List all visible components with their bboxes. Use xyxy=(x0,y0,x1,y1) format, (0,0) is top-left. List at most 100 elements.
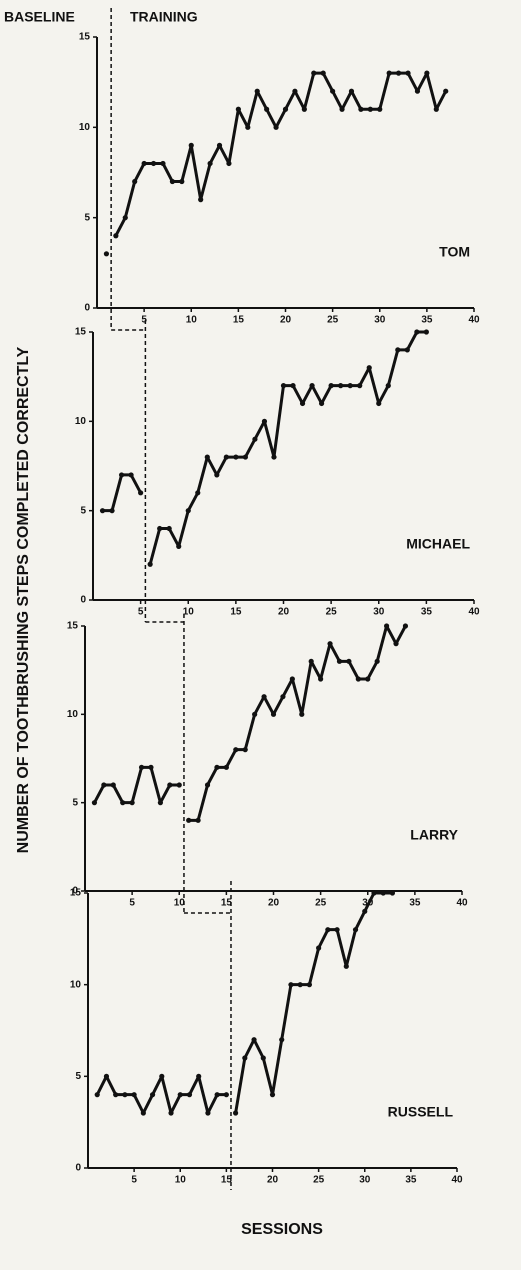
x-tick-label: 15 xyxy=(230,607,242,618)
data-point xyxy=(279,1037,285,1043)
data-point xyxy=(233,747,239,753)
x-tick-label: 5 xyxy=(131,1175,137,1186)
x-tick-label: 40 xyxy=(468,607,480,618)
data-point xyxy=(273,124,279,130)
subject-name: TOM xyxy=(439,244,470,260)
data-point xyxy=(122,1092,128,1098)
data-point xyxy=(371,890,377,896)
data-point xyxy=(280,383,287,389)
data-point xyxy=(103,1073,110,1079)
data-point xyxy=(319,400,325,407)
data-point xyxy=(393,641,399,647)
data-point xyxy=(233,1110,239,1116)
data-point xyxy=(223,1092,229,1098)
data-point xyxy=(352,927,359,933)
data-point xyxy=(204,454,210,460)
data-point xyxy=(346,658,352,664)
data-point xyxy=(325,927,331,933)
data-point xyxy=(280,694,286,700)
data-point xyxy=(289,676,295,682)
data-point xyxy=(169,178,175,185)
y-tick-label: 10 xyxy=(75,416,87,427)
data-point xyxy=(195,490,201,496)
data-point xyxy=(122,215,128,221)
x-tick-label: 40 xyxy=(451,1175,463,1186)
data-point xyxy=(91,800,98,806)
data-point xyxy=(261,694,267,700)
data-point xyxy=(271,454,277,460)
data-point xyxy=(339,106,345,112)
data-point xyxy=(254,88,260,94)
data-point xyxy=(214,472,220,478)
data-point xyxy=(205,1110,211,1116)
data-point xyxy=(179,178,185,185)
y-tick-label: 15 xyxy=(79,32,91,43)
y-tick-label: 5 xyxy=(75,1071,81,1082)
data-point xyxy=(101,782,107,788)
data-point xyxy=(396,70,402,76)
data-line xyxy=(114,71,448,237)
data-point xyxy=(149,1092,156,1098)
y-tick-label: 10 xyxy=(67,709,79,720)
data-point xyxy=(150,160,157,167)
data-point xyxy=(404,347,410,353)
data-point xyxy=(306,982,312,988)
y-tick-label: 10 xyxy=(70,979,82,990)
data-point xyxy=(140,1110,146,1116)
data-point xyxy=(299,400,306,407)
data-point xyxy=(167,782,173,788)
data-point xyxy=(297,982,303,988)
data-point xyxy=(242,1055,248,1061)
data-point xyxy=(159,1073,165,1079)
data-point xyxy=(443,88,449,94)
data-point xyxy=(365,676,371,682)
x-tick-label: 25 xyxy=(313,1175,325,1186)
data-point xyxy=(166,525,172,532)
data-point xyxy=(128,472,134,478)
subject-name: RUSSELL xyxy=(388,1104,454,1120)
data-point xyxy=(336,658,343,664)
data-point xyxy=(320,70,326,76)
data-point xyxy=(120,800,126,806)
data-point xyxy=(110,782,116,788)
data-point xyxy=(414,88,421,94)
data-point xyxy=(414,329,420,335)
data-point xyxy=(405,70,411,76)
phase-label: BASELINE xyxy=(4,9,75,25)
data-point xyxy=(318,676,324,682)
data-point xyxy=(129,800,135,806)
data-point xyxy=(252,711,258,717)
data-point xyxy=(402,623,409,629)
data-point xyxy=(282,106,289,112)
data-point xyxy=(204,782,211,788)
x-tick-label: 10 xyxy=(175,1175,187,1186)
data-point xyxy=(138,764,145,770)
y-tick-label: 0 xyxy=(72,886,78,897)
data-point xyxy=(299,711,305,717)
data-point xyxy=(157,525,163,532)
data-line xyxy=(188,624,407,822)
y-tick-label: 0 xyxy=(75,1163,81,1174)
y-tick-label: 0 xyxy=(84,303,90,314)
data-point xyxy=(185,508,191,514)
data-point xyxy=(214,764,220,770)
data-point xyxy=(264,106,270,112)
data-point xyxy=(309,383,315,389)
data-point xyxy=(355,676,361,682)
x-tick-label: 25 xyxy=(315,898,327,909)
y-tick-label: 5 xyxy=(84,212,90,223)
x-tick-label: 40 xyxy=(468,315,480,326)
data-point xyxy=(160,160,166,167)
data-point xyxy=(242,747,248,753)
data-point xyxy=(288,982,294,988)
data-point xyxy=(186,1092,193,1098)
data-point xyxy=(395,347,401,353)
data-point xyxy=(374,658,380,664)
data-point xyxy=(327,641,333,647)
data-point xyxy=(366,365,372,371)
x-axis-label: SESSIONS xyxy=(241,1221,323,1238)
data-point xyxy=(118,472,125,478)
data-point xyxy=(176,543,182,550)
data-point xyxy=(113,233,119,239)
data-point xyxy=(138,490,144,496)
